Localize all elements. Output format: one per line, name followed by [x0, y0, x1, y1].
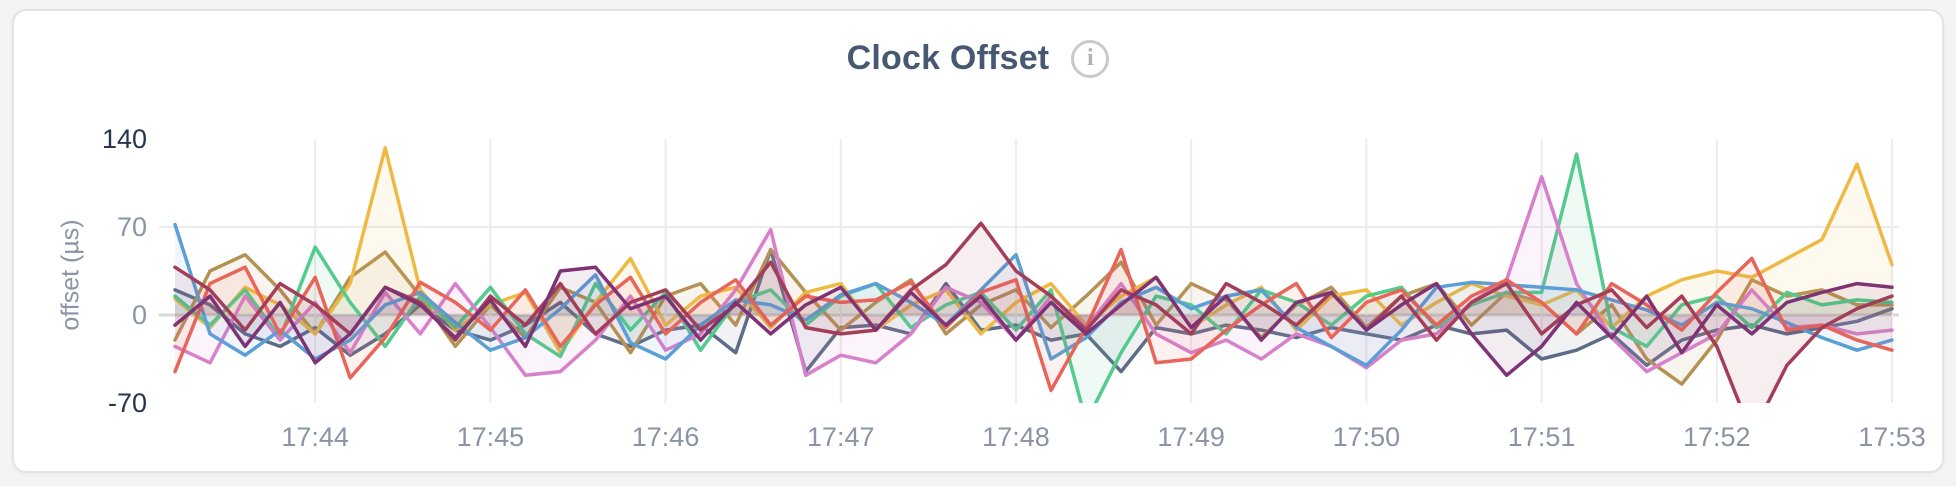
info-icon[interactable]: i	[1071, 39, 1110, 78]
x-tick-17:52: 17:52	[1682, 422, 1751, 452]
x-tick-17:51: 17:51	[1507, 422, 1576, 452]
x-tick-17:53: 17:53	[1858, 422, 1926, 452]
chart-header: Clock Offset i	[14, 39, 1942, 78]
x-tick-17:50: 17:50	[1332, 422, 1401, 452]
y-tick-min: -70	[107, 388, 147, 418]
chart-card: Clock Offset i offset (µs) 140 70 0 -70 …	[12, 9, 1944, 473]
series-line-green	[173, 152, 1894, 403]
x-tick-17:48: 17:48	[982, 422, 1050, 452]
series-area-green	[175, 154, 1892, 403]
plot-area[interactable]	[159, 105, 1899, 403]
chart-title: Clock Offset	[846, 39, 1050, 77]
series-line-purple	[173, 265, 1894, 378]
series-line-pink	[173, 174, 1894, 378]
y-tick-max: 140	[101, 124, 147, 154]
x-tick-17:46: 17:46	[631, 422, 700, 452]
x-tick-17:49: 17:49	[1157, 422, 1225, 452]
x-tick-17:47: 17:47	[806, 422, 875, 452]
series-line-blue	[173, 222, 1894, 368]
series-area-khaki	[175, 249, 1892, 385]
y-tick-70: 70	[116, 212, 147, 242]
series-area-maroon	[175, 223, 1892, 403]
y-tick-0: 0	[131, 300, 147, 330]
x-tick-17:44: 17:44	[281, 422, 349, 452]
series-area-blue	[175, 224, 1892, 366]
x-tick-17:45: 17:45	[456, 422, 525, 452]
info-icon-glyph: i	[1086, 45, 1094, 71]
series-area-pink	[175, 176, 1892, 376]
